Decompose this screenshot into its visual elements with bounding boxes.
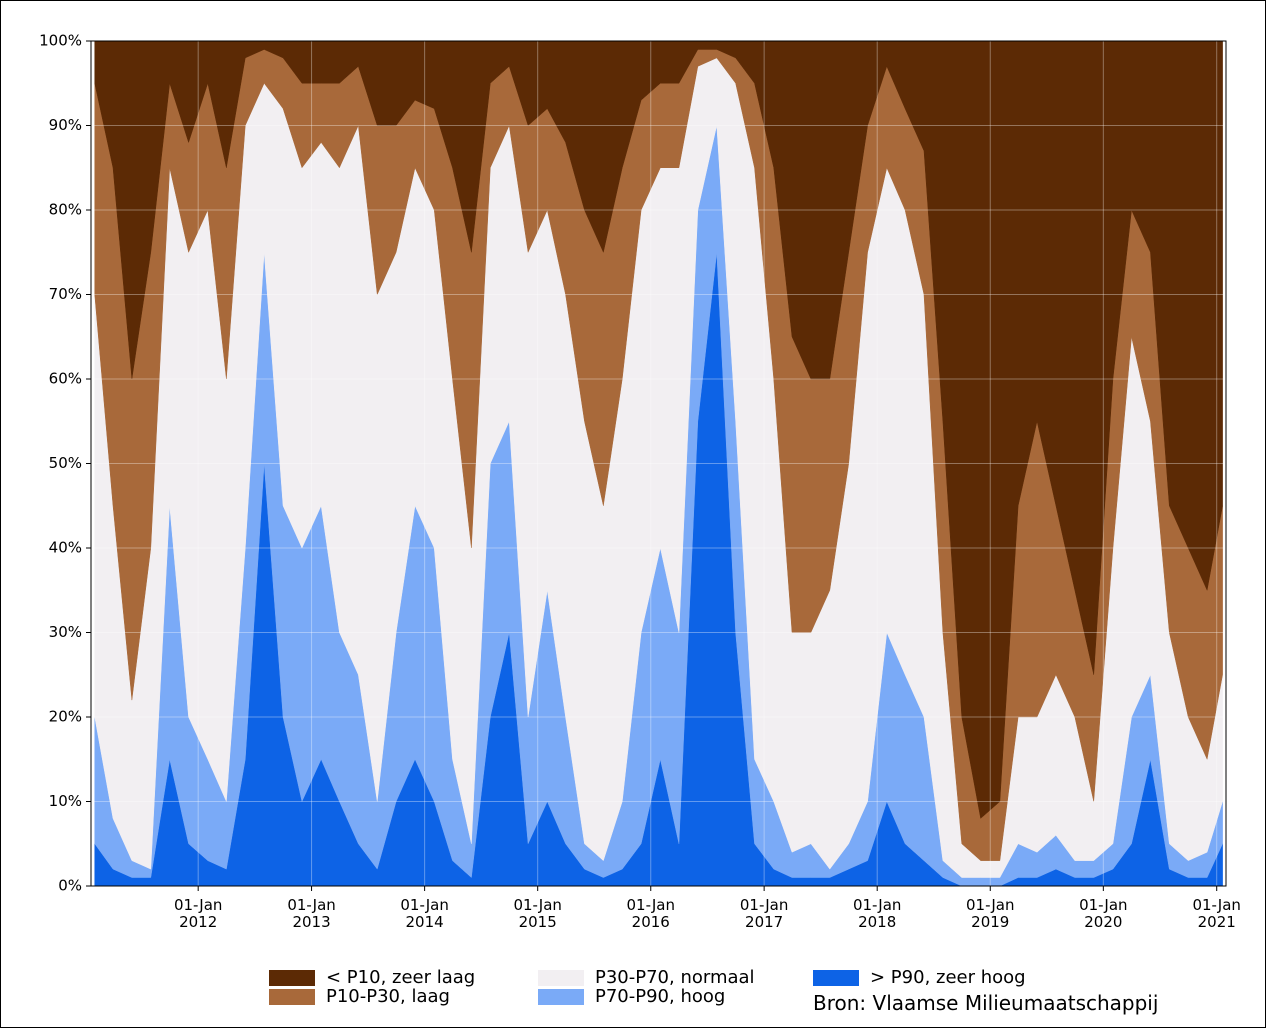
y-tick-label: 70% <box>49 285 82 303</box>
x-tick-label: 01-Jan 2014 <box>400 896 449 931</box>
y-tick-label: 30% <box>49 623 82 641</box>
x-tick-label: 01-Jan 2019 <box>966 896 1015 931</box>
x-tick-label: 01-Jan 2020 <box>1079 896 1128 931</box>
y-tick-label: 60% <box>49 370 82 388</box>
legend-swatch <box>538 970 584 986</box>
y-tick-label: 20% <box>49 708 82 726</box>
y-tick-label: 10% <box>49 792 82 810</box>
legend-label: > P90, zeer hoog <box>870 967 1026 988</box>
x-tick-label: 01-Jan 2018 <box>852 896 902 931</box>
x-tick-label: 01-Jan 2012 <box>173 896 223 931</box>
y-tick-label: 0% <box>58 877 82 895</box>
legend-label: P10-P30, laag <box>326 986 450 1007</box>
legend-swatch <box>269 989 315 1005</box>
plot-frame <box>90 40 1227 887</box>
x-tick-label: 01-Jan 2013 <box>287 896 336 931</box>
legend-label: P70-P90, hoog <box>595 986 726 1007</box>
x-tick-label: 01-Jan 2021 <box>1192 896 1241 931</box>
legend-swatch <box>538 989 584 1005</box>
legend-label: < P10, zeer laag <box>326 967 476 988</box>
legend-swatch <box>269 970 315 986</box>
y-tick-label: 40% <box>49 539 82 557</box>
y-tick-label: 100% <box>39 32 82 50</box>
y-tick-label: 90% <box>49 116 82 134</box>
y-tick-label: 80% <box>49 201 82 219</box>
x-tick-label: 01-Jan 2015 <box>513 896 562 931</box>
y-tick-label: 50% <box>49 454 82 472</box>
legend-label: P30-P70, normaal <box>595 967 755 988</box>
x-tick-label: 01-Jan 2016 <box>626 896 675 931</box>
source-note: Bron: Vlaamse Milieumaatschappij <box>813 991 1159 1015</box>
legend-swatch <box>813 970 859 986</box>
x-tick-label: 01-Jan 2017 <box>739 896 789 931</box>
